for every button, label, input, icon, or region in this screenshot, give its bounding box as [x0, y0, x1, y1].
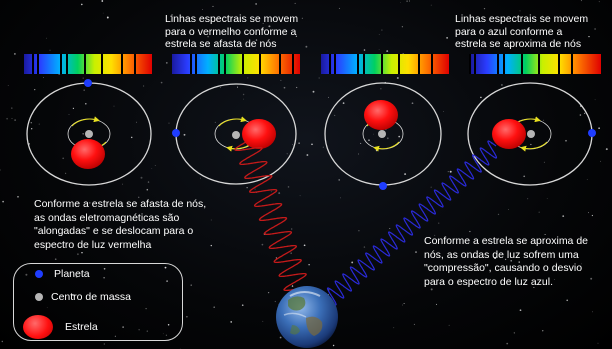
legend-label: Planeta — [54, 268, 90, 280]
center-of-mass-dot — [85, 130, 93, 138]
planet-dot — [84, 79, 92, 87]
blue-shift-wave — [326, 140, 498, 306]
text-line: Conforme a estrela se aproxima de — [424, 235, 588, 247]
planet-dot — [172, 129, 180, 137]
legend-label: Centro de massa — [51, 291, 131, 303]
text-line: Linhas espectrais se movem — [455, 13, 589, 25]
star-disc — [492, 119, 526, 149]
earth-icon — [276, 286, 338, 348]
text-line: estrela se afasta de nós — [165, 38, 277, 50]
center-of-mass-dot — [378, 130, 386, 138]
red-shift-wave — [234, 141, 312, 297]
text-line: as ondas eletromagnéticas são — [34, 211, 180, 224]
caption-receding: Conforme a estrela se afasta de nós, as … — [34, 198, 254, 252]
text-line: nós, as ondas de luz sofrem uma — [424, 248, 579, 261]
star-disc — [242, 119, 276, 149]
spectrum-bar-2 — [172, 54, 300, 74]
caption-approaching: Conforme a estrela se aproxima de nós, a… — [424, 235, 610, 289]
text-line: para o espectro de luz azul. — [424, 275, 553, 288]
text-line: espectro de luz vermelha — [34, 238, 152, 251]
spectrum-bar-4 — [469, 54, 601, 74]
spectrum-bar-1 — [24, 54, 152, 74]
legend: Planeta Centro de massa Estrela — [13, 263, 183, 341]
legend-item-star: Estrela — [14, 315, 98, 339]
text-line: "compressão", causando o desvio — [424, 262, 583, 274]
orbit-arrow — [373, 141, 400, 152]
planet-icon — [35, 270, 43, 278]
orbit-arrow — [218, 116, 247, 127]
orbit-arrow — [520, 141, 548, 152]
center-of-mass-icon — [35, 293, 43, 301]
orbit-system-2 — [172, 83, 297, 185]
text-line: para o azul conforme a — [455, 25, 563, 38]
orbit-system-3 — [324, 82, 442, 190]
planet-dot — [588, 129, 596, 137]
orbit-arrow — [71, 116, 100, 127]
orbit-system-4 — [467, 82, 596, 186]
star-disc — [71, 139, 105, 169]
spectrum-bar-3 — [321, 54, 449, 74]
legend-label: Estrela — [65, 321, 98, 333]
legend-item-planet: Planeta — [14, 268, 90, 280]
orbit-system-1 — [26, 79, 152, 186]
star-icon — [23, 315, 53, 339]
redshift-heading: Linhas espectrais se movem para o vermel… — [165, 13, 298, 51]
text-line: estrela se aproxima de nós — [455, 38, 582, 50]
center-of-mass-dot — [232, 131, 240, 139]
legend-item-center-of-mass: Centro de massa — [14, 291, 131, 303]
text-line: para o vermelho conforme a — [165, 25, 297, 38]
blueshift-heading: Linhas espectrais se movem para o azul c… — [455, 13, 588, 51]
star-disc — [364, 100, 398, 130]
planet-dot — [379, 182, 387, 190]
text-line: Conforme a estrela se afasta de nós, — [34, 198, 207, 210]
center-of-mass-dot — [527, 130, 535, 138]
text-line: "alongadas" e se deslocam para o — [34, 225, 194, 237]
text-line: Linhas espectrais se movem — [165, 13, 299, 25]
